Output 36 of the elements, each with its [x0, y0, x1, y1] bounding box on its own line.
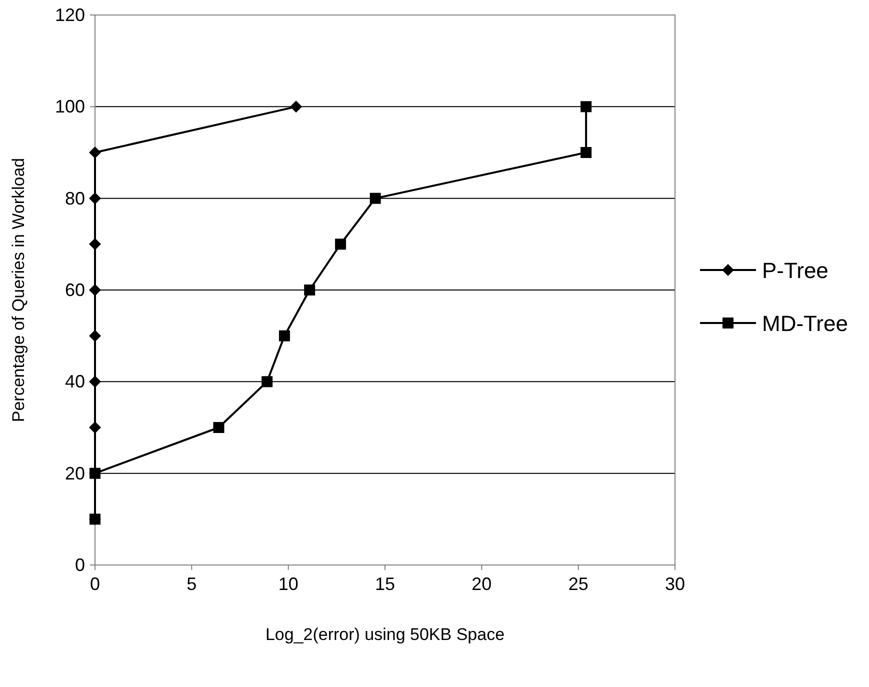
point: [90, 468, 100, 479]
point: [89, 422, 101, 434]
y-tick-label: 60: [64, 280, 85, 300]
y-tick-label: 100: [54, 96, 85, 117]
point: [90, 514, 100, 525]
point: [89, 376, 101, 388]
x-tick-label: 5: [186, 574, 197, 594]
x-tick-label: 0: [90, 574, 100, 594]
point: [89, 192, 101, 204]
point: [304, 284, 316, 296]
point: [580, 147, 592, 158]
point: [262, 376, 273, 388]
point: [89, 284, 101, 296]
x-tick-label: 15: [374, 574, 396, 594]
legend-label: MD-Tree: [762, 311, 848, 336]
point: [213, 422, 224, 433]
y-tick-label: 120: [54, 5, 85, 25]
point: [89, 330, 101, 342]
point: [290, 100, 302, 113]
y-tick-label: 20: [64, 463, 85, 484]
y-tick-label: 40: [64, 372, 85, 392]
x-tick-label: 25: [568, 574, 588, 594]
point: [335, 238, 346, 250]
legend-label: P-Tree: [762, 258, 828, 283]
x-tick-label: 20: [472, 574, 492, 594]
point: [89, 146, 101, 158]
x-tick-label: 30: [664, 574, 686, 594]
y-tick-label: 0: [74, 555, 85, 575]
x-tick-label: 10: [278, 574, 298, 594]
y-axis-title: Percentage of Queries in Workload: [9, 158, 28, 422]
point: [89, 238, 101, 250]
y-tick-label: 80: [64, 188, 85, 208]
point: [370, 192, 381, 204]
point: [580, 101, 592, 112]
x-axis-title: Log_2(error) using 50KB Space: [265, 625, 505, 644]
point: [278, 330, 290, 342]
